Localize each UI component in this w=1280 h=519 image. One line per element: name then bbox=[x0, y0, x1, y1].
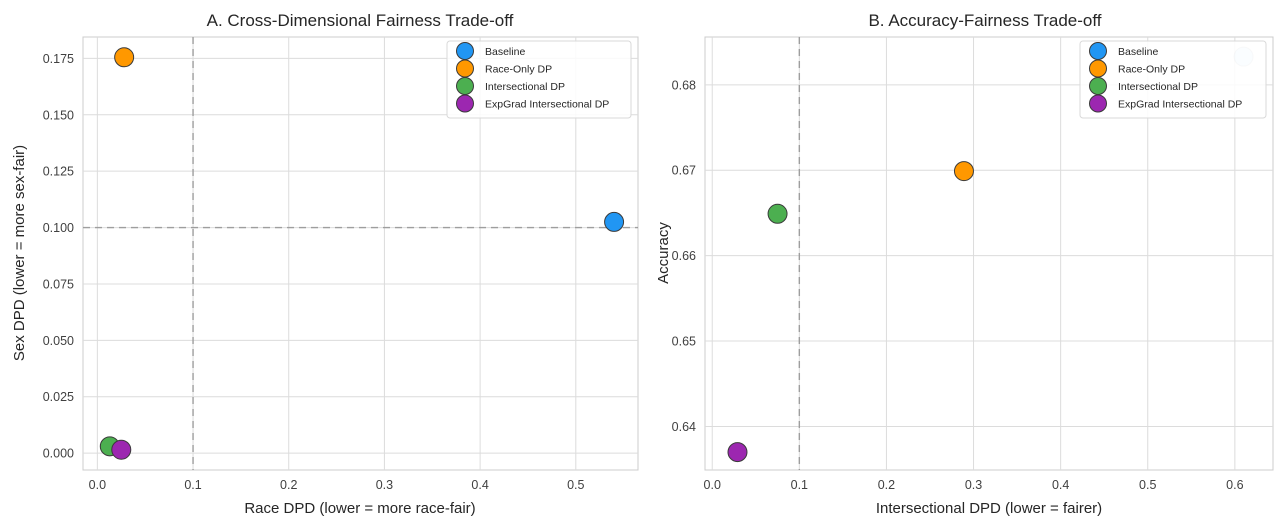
point-baseline bbox=[604, 211, 625, 232]
panel-b-plot-frame bbox=[704, 36, 1274, 471]
point-race-only-dp bbox=[953, 161, 974, 182]
y-tick-label: 0.175 bbox=[43, 52, 74, 66]
x-tick-label: 0.1 bbox=[791, 478, 808, 492]
legend-label-expgrad-intersectional-dp: ExpGrad Intersectional DP bbox=[485, 98, 609, 110]
x-tick-label: 0.3 bbox=[965, 478, 982, 492]
legend-label-intersectional-dp: Intersectional DP bbox=[1118, 81, 1198, 93]
legend-marker-baseline bbox=[1089, 42, 1107, 60]
legend-marker-expgrad-intersectional-dp bbox=[1089, 94, 1107, 113]
legend-label-baseline: Baseline bbox=[485, 46, 525, 58]
legend-label-expgrad-intersectional-dp: ExpGrad Intersectional DP bbox=[1118, 98, 1242, 110]
x-tick-label: 0.4 bbox=[1052, 478, 1069, 492]
y-tick-label: 0.64 bbox=[672, 420, 696, 434]
point-expgrad-intersectional-dp bbox=[111, 439, 132, 460]
x-tick-label: 0.0 bbox=[704, 478, 721, 492]
point-race-only-dp bbox=[114, 47, 135, 68]
y-tick-label: 0.075 bbox=[43, 277, 74, 291]
legend-box bbox=[1079, 40, 1267, 119]
y-tick-label: 0.65 bbox=[672, 335, 696, 349]
panel-b-title: B. Accuracy-Fairness Trade-off bbox=[868, 11, 1101, 30]
y-tick-label: 0.150 bbox=[43, 108, 74, 122]
legend-marker-race-only-dp bbox=[1089, 59, 1107, 78]
panel-b-legend: Baseline Race-Only DP Intersectional DP Exp… bbox=[1079, 40, 1267, 119]
point-expgrad-intersectional-dp bbox=[727, 442, 748, 463]
legend-marker-race-only-dp bbox=[456, 59, 474, 78]
x-tick-label: 0.5 bbox=[567, 478, 584, 492]
x-tick-label: 0.5 bbox=[1139, 478, 1156, 492]
legend-label-race-only-dp: Race-Only DP bbox=[485, 63, 552, 75]
panel-b-x-axis-label: Intersectional DPD (lower = fairer) bbox=[876, 500, 1102, 517]
legend-label-intersectional-dp: Intersectional DP bbox=[485, 81, 565, 93]
legend-marker-baseline bbox=[456, 42, 474, 60]
panel-a: A. Cross-Dimensional Fairness Trade-off … bbox=[11, 11, 639, 517]
panel-a-reference-lines bbox=[83, 37, 638, 470]
legend-label-race-only-dp: Race-Only DP bbox=[1118, 63, 1185, 75]
legend-marker-expgrad-intersectional-dp bbox=[456, 94, 474, 113]
panel-b: B. Accuracy-Fairness Trade-off 0.0 0.1 0.2… bbox=[655, 11, 1274, 517]
x-tick-label: 0.1 bbox=[184, 478, 201, 492]
y-tick-label: 0.100 bbox=[43, 221, 74, 235]
panel-b-ticks: 0.0 0.1 0.2 0.3 0.4 0.5 0.6 0.64 0.65 0.66 0.67 0.6… bbox=[672, 78, 1244, 492]
panel-a-points bbox=[99, 47, 625, 460]
x-tick-label: 0.4 bbox=[471, 478, 488, 492]
y-tick-label: 0.66 bbox=[672, 249, 696, 263]
x-tick-label: 0.2 bbox=[280, 478, 297, 492]
y-tick-label: 0.025 bbox=[43, 390, 74, 404]
y-tick-label: 0.000 bbox=[43, 447, 74, 461]
y-tick-label: 0.125 bbox=[43, 165, 74, 179]
x-tick-label: 0.0 bbox=[89, 478, 106, 492]
panel-a-y-axis-label: Sex DPD (lower = more sex-fair) bbox=[11, 145, 28, 361]
legend-label-baseline: Baseline bbox=[1118, 46, 1158, 58]
legend-marker-intersectional-dp bbox=[1089, 77, 1107, 95]
y-tick-label: 0.68 bbox=[672, 78, 696, 92]
panel-a-title: A. Cross-Dimensional Fairness Trade-off bbox=[207, 11, 514, 30]
panel-a-plot-frame bbox=[82, 36, 639, 471]
panel-a-legend: Baseline Race-Only DP Intersectional DP Exp… bbox=[446, 40, 632, 119]
panel-b-y-axis-label: Accuracy bbox=[655, 222, 672, 284]
x-tick-label: 0.6 bbox=[1226, 478, 1243, 492]
legend-marker-intersectional-dp bbox=[456, 77, 474, 95]
legend-box bbox=[446, 40, 632, 119]
y-tick-label: 0.050 bbox=[43, 334, 74, 348]
panel-a-x-axis-label: Race DPD (lower = more race-fair) bbox=[244, 500, 475, 517]
y-tick-label: 0.67 bbox=[672, 164, 696, 178]
panel-a-ticks: 0.0 0.1 0.2 0.3 0.4 0.5 0.000 0.025 0.050 0.075 0.… bbox=[43, 52, 585, 492]
x-tick-label: 0.2 bbox=[878, 478, 895, 492]
x-tick-label: 0.3 bbox=[376, 478, 393, 492]
point-intersectional-dp bbox=[767, 203, 788, 224]
